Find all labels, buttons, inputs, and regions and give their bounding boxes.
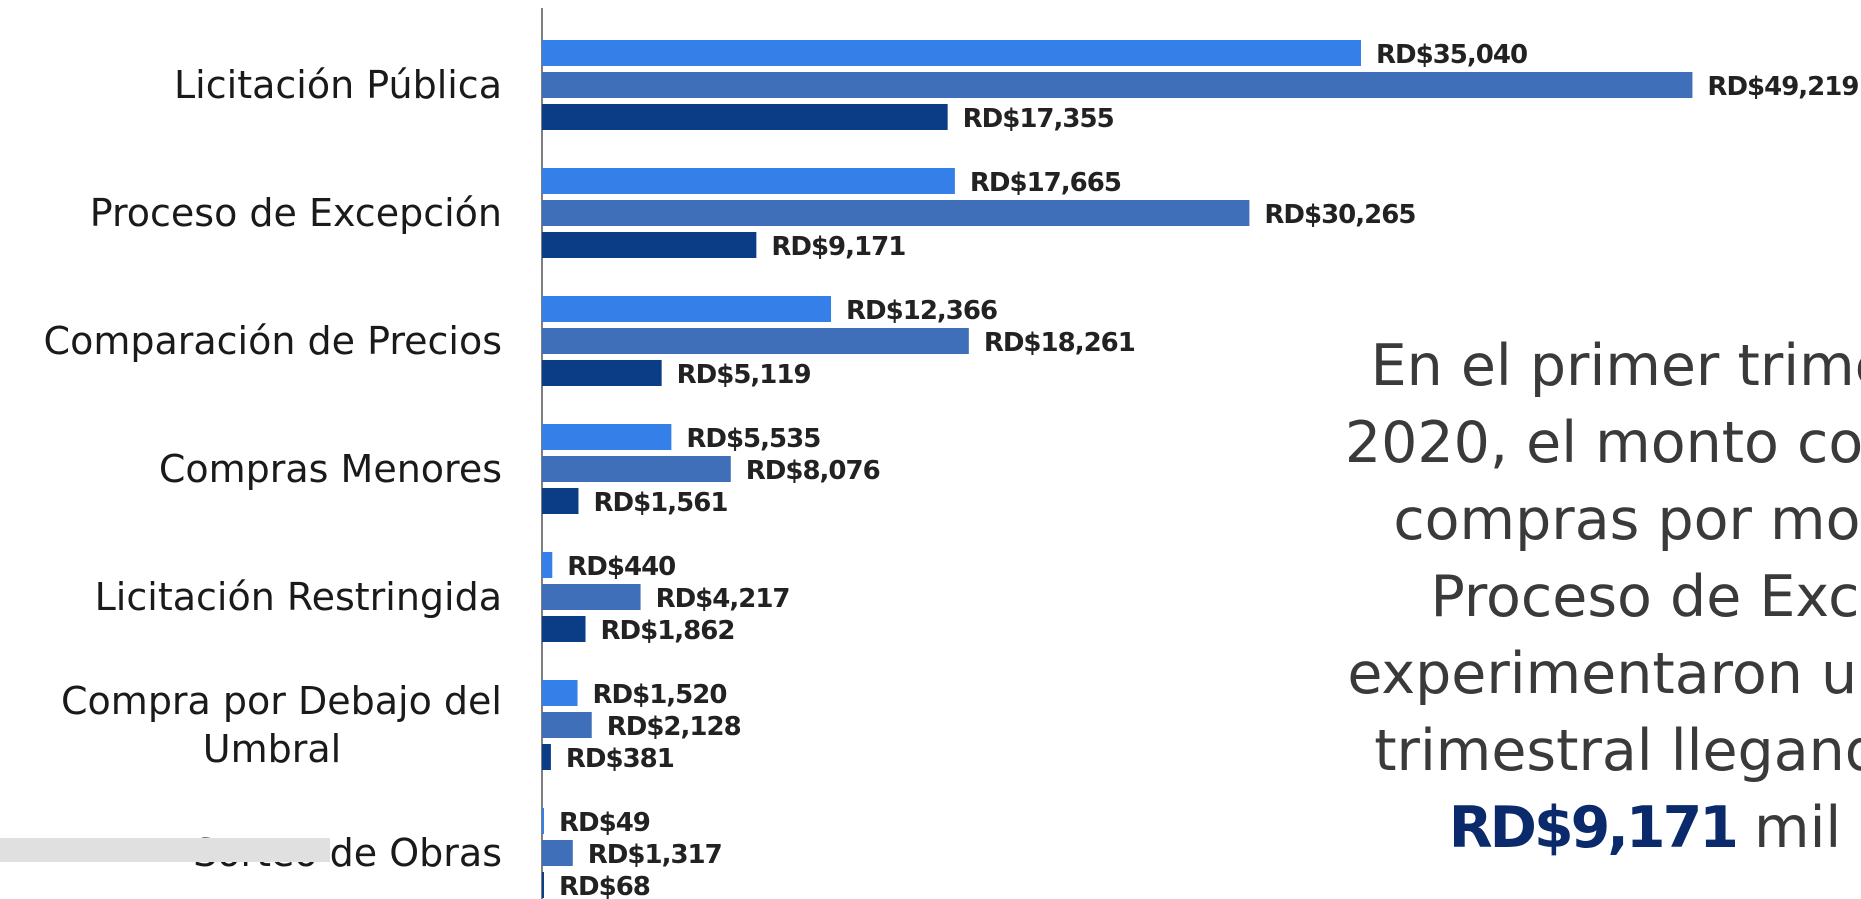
data-label: RD$1,317 xyxy=(588,840,722,870)
data-label: RD$18,261 xyxy=(984,328,1135,358)
category-label: Proceso de Excepción xyxy=(90,191,502,235)
bar xyxy=(542,72,1693,98)
data-label: RD$30,265 xyxy=(1264,200,1415,230)
bar xyxy=(542,168,955,194)
caption-line: Proceso de Exc xyxy=(1430,564,1860,630)
caption-line: trimestral llegando xyxy=(1374,718,1861,784)
caption-line: En el primer trimes xyxy=(1370,333,1861,399)
bar xyxy=(542,808,544,834)
caption-line: experimentaron un c xyxy=(1347,641,1861,707)
bars xyxy=(542,40,1693,898)
summary-caption: En el primer trimes 2020, el monto contr… xyxy=(1195,328,1861,867)
data-label: RD$17,355 xyxy=(963,104,1114,134)
bar xyxy=(542,200,1250,226)
data-label: RD$5,535 xyxy=(686,424,820,454)
data-label: RD$49 xyxy=(559,808,650,838)
bar xyxy=(542,744,551,770)
category-label: Compras Menores xyxy=(159,447,502,491)
bar xyxy=(542,232,757,258)
data-label: RD$2,128 xyxy=(607,712,741,742)
bar xyxy=(542,712,592,738)
bar xyxy=(542,488,579,514)
caption-line: compras por mod xyxy=(1393,487,1861,553)
data-label: RD$1,862 xyxy=(601,616,735,646)
bar xyxy=(542,296,832,322)
bar xyxy=(542,840,573,866)
data-label: RD$12,366 xyxy=(846,296,997,326)
category-label: Compra por Debajo del Umbral xyxy=(61,679,502,771)
category-label: Comparación de Precios xyxy=(44,319,502,363)
data-label: RD$68 xyxy=(559,872,650,899)
data-label: RD$8,076 xyxy=(746,456,880,486)
category-labels: Licitación Pública Proceso de Excepción Co… xyxy=(44,63,502,875)
data-label: RD$1,561 xyxy=(593,488,727,518)
data-label: RD$440 xyxy=(567,552,675,582)
caption-highlight-amount: RD$9,171 xyxy=(1448,795,1739,861)
bar xyxy=(542,328,969,354)
data-labels: RD$35,040 RD$49,219 RD$17,355 RD$17,665 RD$3… xyxy=(559,40,1859,899)
caption-line: 2020, el monto contr xyxy=(1344,410,1861,476)
bar xyxy=(542,456,731,482)
bar xyxy=(542,40,1362,66)
bar xyxy=(542,424,672,450)
caption-line-final: RD$9,171 mil xyxy=(1195,790,1861,867)
data-label: RD$35,040 xyxy=(1376,40,1527,70)
bar xyxy=(542,360,662,386)
bar xyxy=(542,680,578,706)
data-label: RD$49,219 xyxy=(1707,72,1858,102)
bar xyxy=(542,104,948,130)
data-label: RD$1,520 xyxy=(593,680,727,710)
data-label: RD$4,217 xyxy=(656,584,790,614)
bar xyxy=(542,584,641,610)
bar xyxy=(542,552,553,578)
horizontal-scrollbar[interactable] xyxy=(0,838,330,862)
data-label: RD$5,119 xyxy=(677,360,811,390)
data-label: RD$9,171 xyxy=(771,232,905,262)
bar xyxy=(542,616,586,642)
category-label: Licitación Restringida xyxy=(95,575,502,619)
category-label: Licitación Pública xyxy=(174,63,502,107)
data-label: RD$381 xyxy=(566,744,674,774)
caption-tail: mil xyxy=(1735,795,1842,861)
data-label: RD$17,665 xyxy=(970,168,1121,198)
bar xyxy=(542,872,544,898)
